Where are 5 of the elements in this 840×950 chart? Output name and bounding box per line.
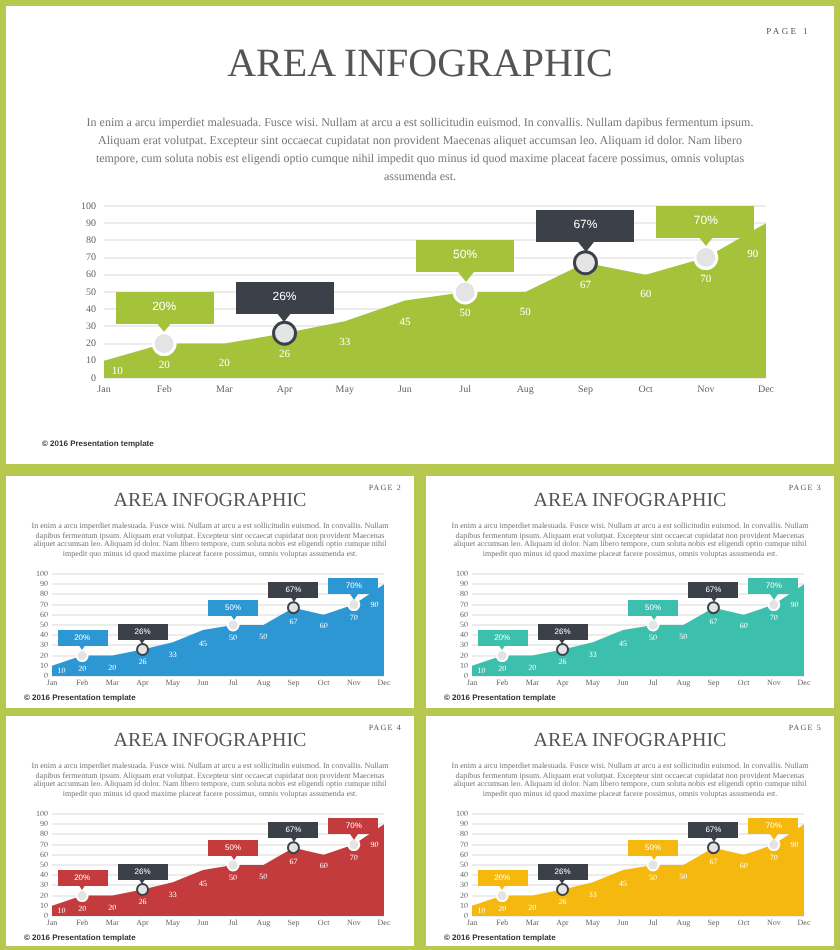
chart-title: AREA INFOGRAPHIC bbox=[225, 42, 615, 86]
chart-title: AREA INFOGRAPHIC bbox=[531, 490, 729, 512]
chart-title: AREA INFOGRAPHIC bbox=[111, 490, 309, 512]
chart-title: AREA INFOGRAPHIC bbox=[531, 730, 729, 752]
chart-title: AREA INFOGRAPHIC bbox=[111, 730, 309, 752]
